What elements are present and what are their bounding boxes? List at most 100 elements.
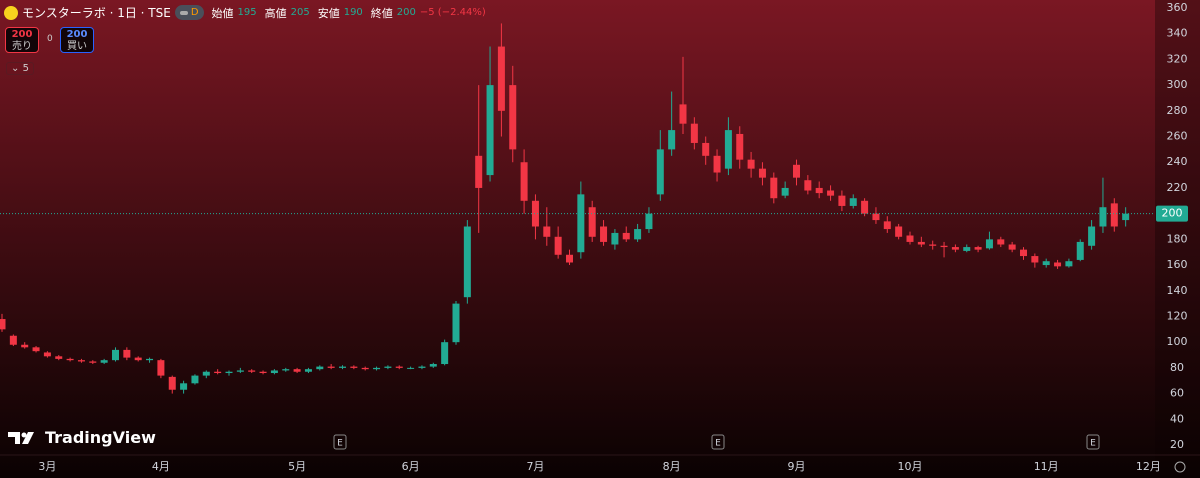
candle-body [656,149,664,195]
sell-label: 売り [12,41,32,52]
candle-body [543,226,551,237]
candle-body [566,254,573,263]
y-tick-label: 20 [1170,438,1184,451]
candle-body [157,360,165,376]
sell-button[interactable]: 200 売り [5,27,39,53]
x-tick-label: 4月 [152,460,170,473]
candle-body [316,366,324,370]
candle-body [395,366,403,368]
candle-body [89,361,97,363]
ohlc-value: 190 [343,7,363,18]
candle-body [0,319,6,330]
indicator-count: 5 [22,63,29,74]
candle-body [1031,256,1039,263]
candle-body [66,358,74,361]
candle-body [248,370,256,372]
candle-body [1088,226,1096,246]
candle-body [486,85,494,176]
buy-price: 200 [66,29,88,40]
candle-body [531,200,539,227]
candle-body [146,358,154,361]
symbol-icon [4,5,18,20]
x-tick-label: 12月 [1136,460,1161,473]
symbol-header: モンスターラボ · 1日 · TSE D 始値 195 高値 205 安値 190 終… [4,4,486,21]
candle-body [384,366,392,368]
candle-body [827,190,835,196]
candle-body [418,366,426,368]
candle-body [520,162,528,201]
candle-body [702,142,710,156]
y-tick-label: 340 [1167,27,1188,40]
y-tick-label: 320 [1167,52,1188,65]
candle-body [282,369,290,371]
buy-button[interactable]: 200 買い [60,27,94,53]
y-tick-label: 260 [1167,130,1188,143]
candle-body [895,226,903,237]
ohlc-value: 195 [237,7,257,18]
settings-icon[interactable] [1174,461,1186,473]
x-tick-label: 7月 [526,460,544,473]
candle-body [21,344,29,348]
y-tick-label: 60 [1170,387,1184,400]
indicator-toggle[interactable]: ⌄ 5 [6,62,34,75]
candle-body [713,155,721,173]
candle-body [781,187,789,196]
candle-body [736,133,744,160]
candle-body [1099,207,1107,227]
candle-body [327,366,335,368]
change: −5 (−2.44%) [419,7,486,18]
event-box [711,434,725,450]
event-box [1086,434,1100,450]
event-marker: E [1090,439,1096,449]
candle-body [951,247,959,250]
interval-pill[interactable]: D [174,5,204,20]
candle-body [429,364,437,367]
candle-body [974,247,982,250]
y-tick-label: 220 [1167,181,1188,194]
candle-body [191,375,199,384]
event-marker: E [337,439,343,449]
y-tick-label: 120 [1167,309,1188,322]
x-tick-label: 3月 [38,460,56,473]
candle-body [724,130,732,169]
brand: TradingView [45,428,156,447]
ohlc-value: 205 [290,7,310,18]
candle-body [77,360,85,362]
candle-body [55,356,63,359]
ohlc-label: 終値 [370,6,393,20]
candle-body [180,383,188,390]
y-tick-label: 360 [1167,1,1188,14]
candle-body [259,371,267,374]
candle-body [861,200,869,214]
candle-body [134,357,142,361]
price-axis-bg [1155,0,1200,478]
candle-body [906,235,914,242]
spread: 0 [47,34,53,44]
candle-body [588,207,596,237]
candle-body [963,247,971,251]
candle-body [270,370,278,374]
last-price-label: 200 [1162,207,1183,220]
x-tick-label: 6月 [402,460,420,473]
candle-body [463,226,471,298]
y-tick-label: 100 [1167,335,1188,348]
candle-body [293,369,301,372]
y-tick-label: 140 [1167,284,1188,297]
last-price-box [1156,205,1188,222]
candle-body [554,236,562,255]
candle-body [770,177,778,199]
event-box [333,434,347,450]
x-tick-label: 11月 [1034,460,1059,473]
x-tick-label: 8月 [663,460,681,473]
candle-body [112,349,119,361]
symbol[interactable]: モンスターラボ · 1日 · TSE [22,6,171,20]
candle-body [32,347,40,352]
candle-body [441,342,449,365]
candle-body [202,371,210,376]
candle-body [214,371,222,374]
candle-body [1008,244,1016,250]
candle-body [509,85,517,150]
y-tick-label: 80 [1170,361,1184,374]
candle-body [1076,241,1084,260]
